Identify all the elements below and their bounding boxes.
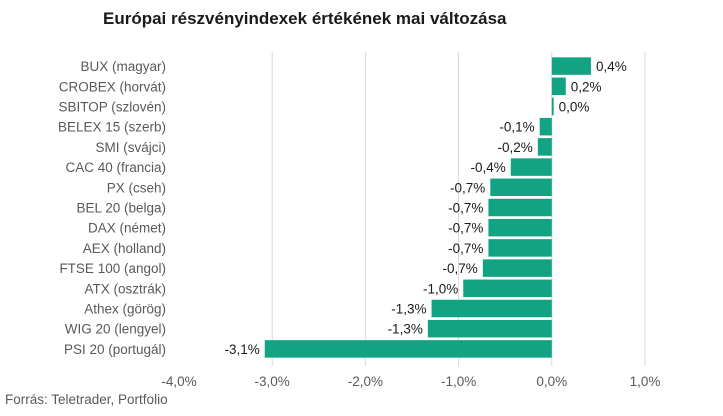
category-label: PSI 20 (portugál) xyxy=(64,342,166,357)
category-label: SMI (svájci) xyxy=(96,140,167,155)
category-label: Athex (görög) xyxy=(84,302,166,317)
category-label: DAX (német) xyxy=(88,221,166,236)
value-label: -1,3% xyxy=(388,322,423,337)
value-label: -0,4% xyxy=(471,160,506,175)
x-tick-label: 0,0% xyxy=(536,374,567,389)
value-labels: 0,4% 0,2% 0,0% -0,1% -0,2% -0,4% -0,7% -0,7% -0,… xyxy=(224,59,626,357)
bar xyxy=(488,239,552,257)
x-tick-label: 1,0% xyxy=(630,374,661,389)
value-label: -0,1% xyxy=(499,120,534,135)
bar xyxy=(551,77,566,96)
bar xyxy=(431,299,552,318)
bar xyxy=(539,117,552,136)
value-label: -3,1% xyxy=(224,342,259,357)
category-label: WIG 20 (lengyel) xyxy=(65,322,166,337)
value-label: -0,7% xyxy=(443,261,478,276)
value-label: 0,2% xyxy=(571,79,602,94)
category-label: BEL 20 (belga) xyxy=(76,201,166,216)
bars xyxy=(264,57,591,358)
value-label: -0,7% xyxy=(450,180,485,195)
value-label: 0,4% xyxy=(596,59,627,74)
bar xyxy=(510,158,552,176)
value-label: 0,0% xyxy=(559,100,590,115)
x-axis-ticks: -4,0% -3,0% -2,0% -1,0% 0,0% 1,0% xyxy=(161,374,660,389)
bar xyxy=(551,57,591,75)
x-tick-label: -3,0% xyxy=(255,374,290,389)
category-label: SBITOP (szlovén) xyxy=(58,100,166,115)
x-tick-label: -1,0% xyxy=(441,374,476,389)
bar xyxy=(427,319,552,338)
value-label: -1,0% xyxy=(423,281,458,296)
bar xyxy=(488,198,552,217)
bar xyxy=(463,279,552,298)
value-label: -0,7% xyxy=(448,201,483,216)
x-tick-label: -4,0% xyxy=(161,374,196,389)
value-label: -0,2% xyxy=(498,140,533,155)
category-label: AEX (holland) xyxy=(83,241,166,256)
category-labels: BUX (magyar) CROBEX (horvát) SBITOP (szlov… xyxy=(58,59,166,357)
category-label: PX (cseh) xyxy=(107,180,166,195)
value-label: -0,7% xyxy=(448,221,483,236)
category-label: CAC 40 (francia) xyxy=(65,160,166,175)
x-tick-label: -2,0% xyxy=(348,374,383,389)
bar xyxy=(490,178,552,197)
bar xyxy=(488,218,552,237)
source-note: Forrás: Teletrader, Portfolio xyxy=(5,392,168,407)
bar xyxy=(482,259,552,277)
category-label: BUX (magyar) xyxy=(80,59,166,74)
category-label: CROBEX (horvát) xyxy=(59,79,166,94)
bar xyxy=(264,340,552,358)
bar-chart: BUX (magyar) CROBEX (horvát) SBITOP (szlov… xyxy=(58,52,660,389)
value-label: -1,3% xyxy=(391,302,426,317)
category-label: ATX (osztrák) xyxy=(84,281,166,296)
bar xyxy=(537,138,552,156)
category-label: FTSE 100 (angol) xyxy=(59,261,166,276)
bar xyxy=(551,97,554,116)
value-label: -0,7% xyxy=(448,241,483,256)
chart-title: Európai részvényindexek értékének mai vá… xyxy=(103,9,507,28)
category-label: BELEX 15 (szerb) xyxy=(58,120,166,135)
